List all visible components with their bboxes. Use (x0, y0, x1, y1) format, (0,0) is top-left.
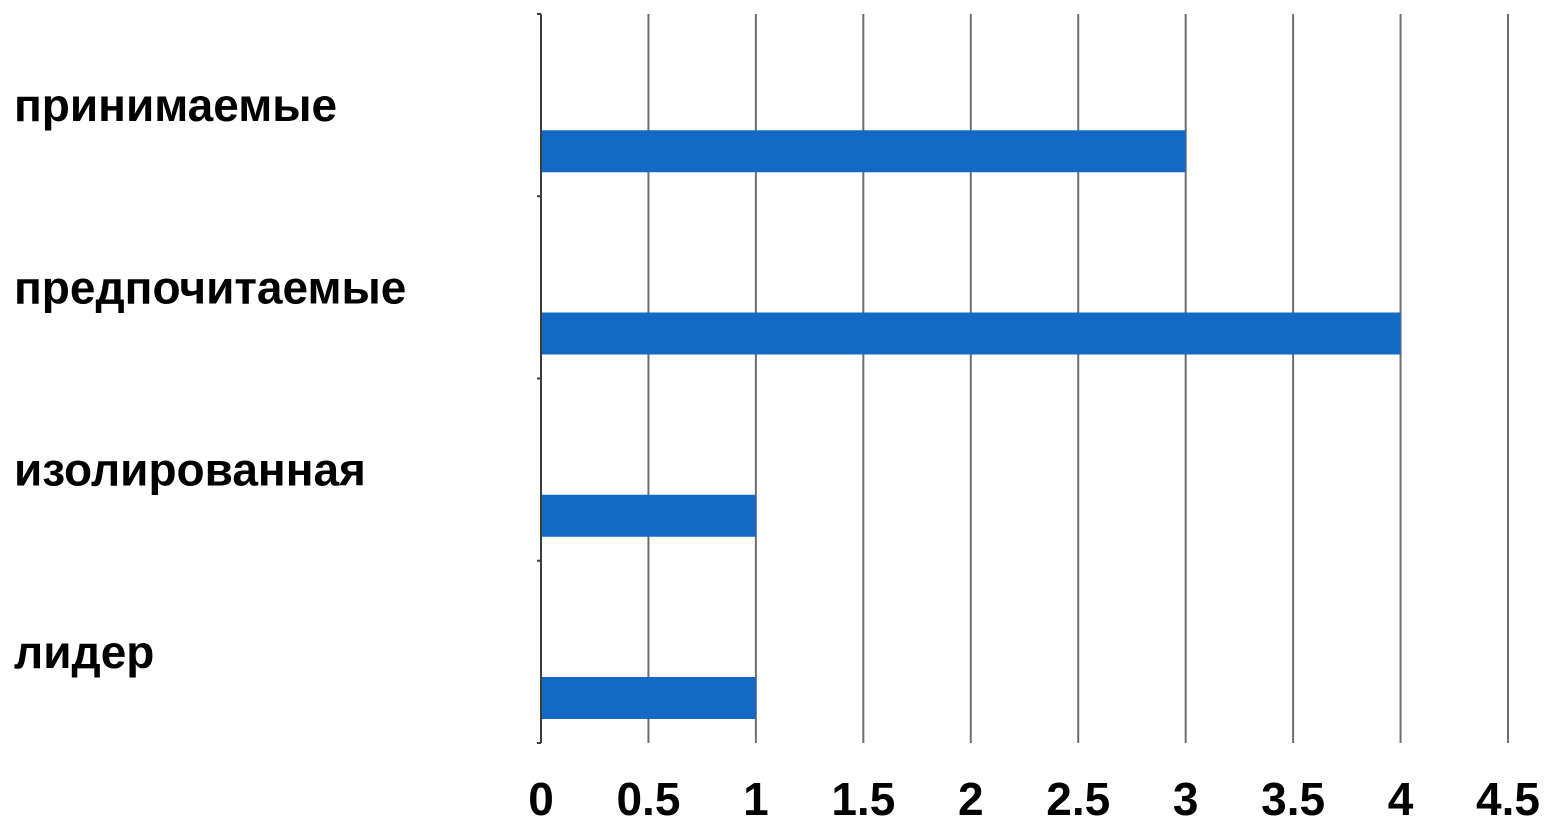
x-tick-label: 3.5 (1261, 773, 1325, 819)
x-tick-label: 1.5 (831, 773, 895, 819)
bars (541, 130, 1401, 719)
x-tick-label: 2 (958, 773, 984, 819)
x-tick-label: 4 (1388, 773, 1414, 819)
x-tick-label: 0 (528, 773, 554, 819)
x-tick-label: 2.5 (1046, 773, 1110, 819)
category-label: предпочитаемые (14, 261, 406, 313)
y-axis (537, 13, 542, 744)
category-labels: принимаемые предпочитаемые изолированная ли… (14, 79, 406, 678)
x-tick-label: 4.5 (1476, 773, 1540, 819)
grid-lines (647, 14, 1509, 743)
x-tick-label: 1 (743, 773, 769, 819)
x-tick-label: 3 (1173, 773, 1199, 819)
bar (541, 130, 1186, 173)
category-label: лидер (14, 626, 154, 678)
category-label: изолированная (14, 444, 366, 496)
bar (541, 494, 756, 537)
category-label: принимаемые (14, 79, 337, 131)
x-tick-label: 0.5 (616, 773, 680, 819)
bar (541, 312, 1401, 355)
bar (541, 677, 756, 719)
x-tick-labels: 0 0.5 1 1.5 2 2.5 3 3.5 4 4.5 (528, 773, 1540, 819)
